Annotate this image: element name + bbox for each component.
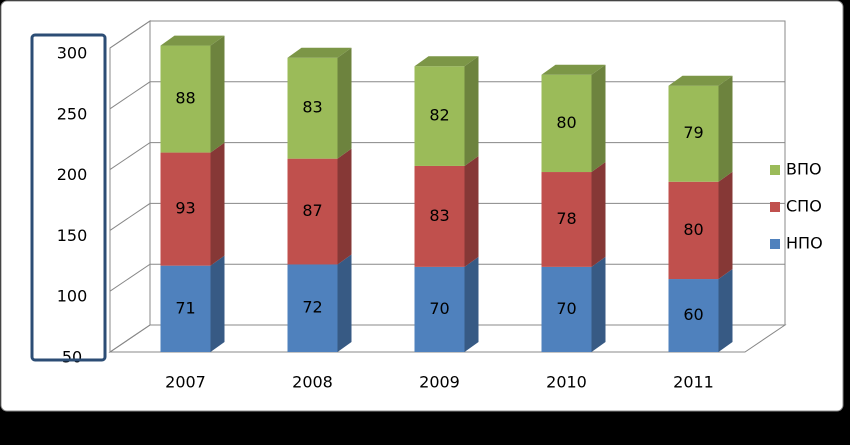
value-label: 83 — [302, 98, 322, 117]
bar-side — [210, 255, 225, 352]
bar-side — [464, 155, 479, 267]
bar-side — [337, 148, 352, 265]
value-label: 72 — [302, 298, 322, 317]
x-tick-label: 2010 — [546, 373, 587, 392]
bar-segment — [668, 85, 719, 182]
x-tick-label: 2008 — [292, 373, 333, 392]
bar-segment — [668, 279, 719, 352]
value-label: 60 — [683, 305, 703, 324]
value-label: 70 — [556, 299, 576, 318]
value-label: 79 — [683, 123, 703, 142]
x-tick-label: 2011 — [673, 373, 714, 392]
bar-side — [337, 254, 352, 352]
bar-side — [591, 64, 606, 173]
bar-side — [591, 256, 606, 352]
bar-segment — [414, 165, 465, 267]
y-tick-label: 250 — [57, 104, 88, 123]
grid-line — [109, 20, 785, 49]
x-tick-label: 2007 — [165, 373, 206, 392]
bar-top — [541, 64, 606, 75]
bar-segment — [287, 57, 338, 159]
bar-side — [210, 142, 225, 266]
bar-side — [718, 75, 733, 182]
x-tick-label: 2009 — [419, 373, 460, 392]
bar-side — [464, 56, 479, 166]
y-tick-label: 50 — [62, 348, 82, 367]
bar-side — [718, 171, 733, 280]
bar-top — [414, 56, 479, 67]
legend-label: НПО — [786, 234, 823, 253]
value-label: 83 — [429, 206, 449, 225]
bar-side — [464, 256, 479, 352]
side-wall — [109, 20, 151, 353]
bar-segment — [287, 264, 338, 352]
value-label: 87 — [302, 201, 322, 220]
value-label: 93 — [175, 199, 195, 218]
bar-side — [591, 162, 606, 267]
bar-top — [287, 47, 352, 58]
bar-side — [718, 269, 733, 352]
y-tick-label: 200 — [57, 165, 88, 184]
bar-segment — [668, 181, 719, 280]
value-label: 71 — [175, 298, 195, 317]
legend-label: ВПО — [786, 160, 822, 179]
legend-swatch — [770, 202, 780, 212]
plot: 50 100 150 200 250 300 2007 71 93 88 2008 72 87 83 200… — [57, 20, 787, 392]
value-label: 80 — [556, 113, 576, 132]
bar-segment — [541, 266, 592, 352]
value-label: 82 — [429, 106, 449, 125]
bar-segment — [414, 66, 465, 166]
bar-segment — [541, 172, 592, 267]
value-label: 78 — [556, 209, 576, 228]
y-tick-label: 100 — [57, 287, 88, 306]
bar-top — [160, 35, 225, 46]
value-label: 80 — [683, 220, 703, 239]
bar-segment — [414, 266, 465, 352]
axis-highlight — [30, 33, 107, 362]
bar-segment — [160, 152, 211, 266]
value-label: 88 — [175, 89, 195, 108]
bar-segment — [541, 74, 592, 173]
bar-segment — [287, 158, 338, 265]
value-label: 70 — [429, 299, 449, 318]
legend-swatch — [770, 165, 780, 175]
bar-segment — [160, 45, 211, 153]
bar-side — [337, 47, 352, 159]
legend-label: СПО — [786, 197, 822, 216]
legend-swatch — [770, 239, 780, 249]
bar-top — [668, 75, 733, 86]
bar-side — [210, 35, 225, 153]
y-tick-label: 300 — [57, 44, 88, 63]
y-tick-label: 150 — [57, 226, 88, 245]
bar-segment — [160, 265, 211, 352]
